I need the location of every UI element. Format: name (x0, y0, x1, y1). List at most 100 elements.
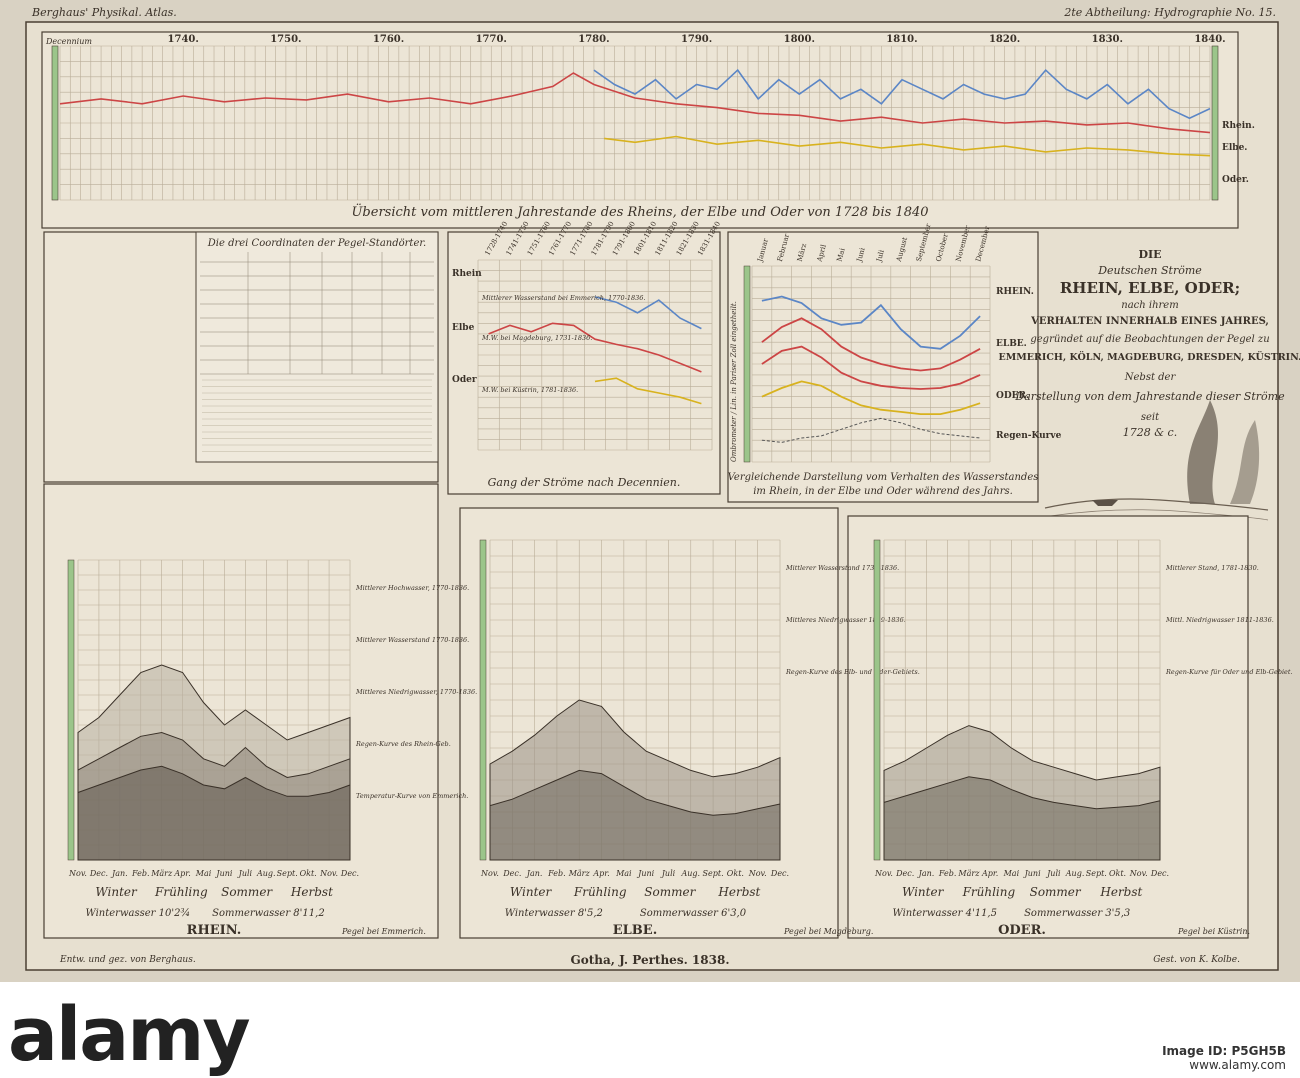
river-month-label: Juli (237, 869, 253, 878)
river-month-label: Feb. (938, 869, 957, 878)
dec-river-label: Elbe (452, 323, 475, 333)
river-month-label: Apr. (173, 869, 190, 878)
ann-right-label: ELBE. (996, 339, 1027, 349)
ann-month-label: Mai (835, 247, 846, 263)
river-season-label: Frühling (154, 885, 208, 899)
river-note: Regen-Kurve des Rhein-Geb. (355, 740, 451, 748)
river-month-label: Dec. (89, 869, 108, 878)
river-season-label: Herbst (1099, 885, 1142, 899)
river-month-label: Okt. (300, 869, 317, 878)
top-series-line (593, 68, 1211, 120)
river-month-label: Jan. (917, 869, 935, 878)
river-gauge-name: Pegel bei Küstrin. (1177, 927, 1250, 936)
river-month-label: Nov. (1129, 869, 1148, 878)
dec-river-label: Oder (452, 375, 477, 385)
river-season-label: Frühling (573, 885, 627, 899)
decade-label: 1790. (681, 34, 712, 45)
river-note: Mittl. Niedrigwasser 1811-1836. (1165, 616, 1274, 624)
ann-series-line (761, 345, 981, 390)
river-month-label: Dec. (895, 869, 914, 878)
title-line-5: VERHALTEN INNERHALB EINES JAHRES, (1030, 316, 1269, 327)
river-month-label: Nov. (68, 869, 87, 878)
footer-left: Entw. und gez. von Berghaus. (59, 955, 196, 965)
dec-series-line (594, 296, 702, 330)
coordinates-table (195, 231, 439, 463)
dec-note: Mittlerer Wasserstand bei Emmerich, 1770… (481, 294, 645, 302)
top-left-gauge-bar (51, 45, 59, 201)
river-month-label: Sept. (1086, 869, 1107, 878)
river-season-label: Winter (510, 885, 553, 899)
top-series-line (604, 135, 1211, 157)
river-summer-water: Sommerwasser 3'5,3 (1024, 908, 1130, 919)
river-season-label: Sommer (1030, 885, 1082, 899)
river-gauge-bar (479, 539, 487, 861)
river-month-label: Sept. (703, 869, 724, 878)
watermark-bar: alamy Image ID: P5GH5B www.alamy.com (0, 982, 1300, 1078)
decennial-panel-frame (447, 231, 721, 495)
river-month-label: Juni (1023, 869, 1042, 878)
river-month-label: Feb. (131, 869, 150, 878)
river-month-label: Mai (1003, 869, 1020, 878)
river-name: ELBE. (613, 923, 657, 938)
top-right-label: Oder. (1222, 175, 1249, 185)
decade-label: 1760. (373, 34, 404, 45)
ann-right-label: RHEIN. (996, 287, 1034, 297)
river-charts: Nov. Dec. Jan. Feb. März Apr. Mai Juni Juli Aug. S… (67, 539, 1293, 938)
ann-right-label: ODER. (996, 391, 1029, 401)
footer-center: Gotha, J. Perthes. 1838. (571, 953, 730, 967)
river-month-label: Okt. (727, 869, 744, 878)
plate-header-right: 2te Abtheilung: Hydrographie No. 15. (1064, 6, 1276, 19)
river-month-label: Nov. (319, 869, 338, 878)
river-month-label: Mai (615, 869, 632, 878)
river-name: RHEIN. (187, 923, 242, 938)
ann-series-line (761, 317, 981, 372)
river-note: Mittlerer Hochwasser, 1770-1836. (355, 584, 469, 592)
river-month-label: Aug. (256, 869, 276, 878)
decade-label: 1750. (270, 34, 301, 45)
ann-right-label: Regen-Kurve (996, 431, 1062, 441)
decade-label: 1820. (989, 34, 1020, 45)
title-line-9: Darstellung von dem Jahrestande dieser S… (1014, 390, 1285, 403)
river-month-label: Nov. (480, 869, 499, 878)
river-name: ODER. (998, 923, 1046, 938)
title-line-2: Deutschen Ströme (1097, 264, 1202, 277)
river-month-label: Jan. (110, 869, 128, 878)
dec-note: M.W. bei Küstrin, 1781-1836. (481, 386, 578, 394)
river-note: Regen-Kurve des Elb- und Oder-Gebiets. (785, 668, 920, 676)
ann-series-line (761, 295, 981, 350)
river-month-label: Nov. (874, 869, 893, 878)
river-area-band (883, 776, 1161, 861)
elbe-panel-frame (459, 507, 839, 939)
river-winter-water: Winterwasser 8'5,2 (505, 908, 603, 919)
river-season-label: Frühling (962, 885, 1016, 899)
ann-series-line (761, 417, 981, 443)
decade-label: 1780. (578, 34, 609, 45)
river-note: Mittlerer Wasserstand 1731-1836. (785, 564, 899, 572)
river-month-label: Nov. (748, 869, 767, 878)
river-note: Mittleres Niedrigwasser, 1770-1836. (355, 688, 477, 696)
river-note: Regen-Kurve für Oder und Elb-Gebiet. (1165, 668, 1293, 676)
river-note: Mittlerer Wasserstand 1770-1836. (355, 636, 469, 644)
decennial-caption: Gang der Ströme nach Decennien. (488, 476, 681, 489)
coordinates-table-rows (200, 252, 434, 452)
decade-label: 1770. (476, 34, 507, 45)
decade-label: 1800. (784, 34, 815, 45)
river-month-label: Dec. (340, 869, 359, 878)
river-month-label: Juli (1045, 869, 1061, 878)
river-gauge-name: Pegel bei Emmerich. (341, 927, 426, 936)
river-winter-water: Winterwasser 10'2¾ (86, 908, 191, 919)
top-series-line (59, 72, 1211, 134)
river-gauge-bar (873, 539, 881, 861)
dec-series-line (488, 322, 702, 373)
title-line-8: Nebst der (1124, 372, 1177, 383)
watermark-image-id: Image ID: P5GH5B (1162, 1044, 1286, 1058)
river-area-band (489, 769, 781, 861)
title-line-1: DIE (1138, 248, 1161, 261)
river-note: Mittlerer Stand, 1781-1830. (1165, 564, 1259, 572)
river-month-label: Dec. (770, 869, 789, 878)
river-month-label: Jan. (525, 869, 543, 878)
river-season-label: Winter (902, 885, 945, 899)
top-right-label: Elbe. (1222, 143, 1247, 153)
river-summer-water: Sommerwasser 8'11,2 (212, 908, 325, 919)
river-season-label: Winter (95, 885, 138, 899)
